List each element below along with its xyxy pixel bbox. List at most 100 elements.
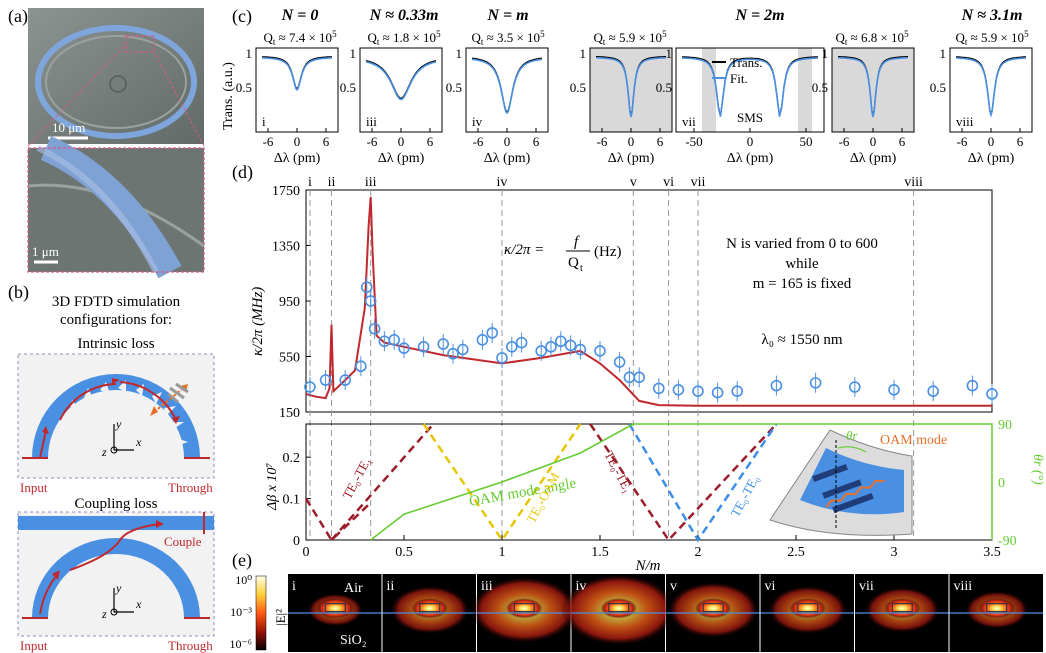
c-shade <box>590 48 672 132</box>
panel-letter-b: (b) <box>8 282 29 303</box>
e-waveguide-outline <box>797 603 819 613</box>
c-xtick-label: -50 <box>685 134 702 149</box>
dl-dbeta-line <box>589 423 778 543</box>
c-ytick-label: 0.5 <box>656 80 672 95</box>
c-q-value: Qt ≈ 1.8 × 105 <box>367 29 441 47</box>
axis-y-label: y <box>115 417 122 431</box>
d-data-point <box>364 295 377 307</box>
d-ytick-label: 150 <box>279 406 300 421</box>
d-data-point <box>535 345 548 357</box>
c-group-title: N = m <box>486 7 528 24</box>
e-field-core <box>789 598 826 619</box>
oam-inset: θr OAM mode <box>769 428 947 536</box>
d-roman-marker: iii <box>365 175 377 190</box>
panel-e-tiles: i ii iii iv v vi vii viii <box>288 573 1043 652</box>
coupling-loss-title: Coupling loss <box>75 496 158 512</box>
e-waveguide-outline <box>608 603 630 613</box>
c-ytick-label: 1 <box>666 46 673 61</box>
d-data-point <box>545 340 557 353</box>
e-tile-label: viii <box>954 579 973 594</box>
scale-label-bottom: 1 μm <box>32 244 59 259</box>
dl-right-tick-label: 0 <box>998 476 1005 491</box>
c-xlabel: Δλ (pm) <box>484 151 531 166</box>
d-ytick-label: 550 <box>279 351 300 366</box>
e-waveguide-outline <box>513 603 535 613</box>
formula-den: Q <box>568 255 579 271</box>
c-xtick-label: 6 <box>323 134 330 149</box>
d-roman-marker: vi <box>663 175 674 190</box>
e-tile-label: iii <box>481 579 493 594</box>
legend-fit-label: Fit. <box>730 71 748 86</box>
panel-e-colorbar: 10⁰ 10⁻³ 10⁻⁶ |E|² <box>229 573 288 651</box>
zoom-box <box>125 35 155 53</box>
d-roman-marker: viii <box>904 175 923 190</box>
c-xtick-label: -6 <box>473 134 484 149</box>
c-xtick-label: 0 <box>294 134 301 149</box>
c-xtick-label: 0 <box>988 134 995 149</box>
c-xtick-label: 50 <box>800 134 813 149</box>
dl-ytick-label: 0 <box>293 534 300 549</box>
c-fit-curve <box>681 57 819 117</box>
through-label-bottom: Through <box>168 638 213 653</box>
c-xtick-label: 6 <box>899 134 906 149</box>
d-data-point <box>360 281 373 293</box>
sio2-label: SiO₂ <box>340 633 367 648</box>
note-line-2: while <box>785 256 819 272</box>
dl-xtick-label: 3 <box>891 545 898 560</box>
d-data-point <box>319 374 332 386</box>
d-data-point <box>456 343 469 356</box>
e-ylabel: |E|² <box>273 609 288 626</box>
axis-y-label-2: y <box>115 581 122 595</box>
c-fit-curve <box>955 57 1027 118</box>
microring-ellipse <box>35 25 197 139</box>
c-shade <box>798 48 812 132</box>
e-waveguide-outline <box>891 603 913 613</box>
c-xtick-label: -6 <box>839 134 850 149</box>
c-ytick-label: 1 <box>580 46 587 61</box>
d-data-point <box>613 356 626 368</box>
d-data-point <box>486 327 499 339</box>
oam-mode-label: OAM mode <box>880 433 947 448</box>
panel-letter-e: (e) <box>232 550 252 571</box>
d-data-point <box>927 385 940 397</box>
d-data-point <box>633 371 646 384</box>
c-xtick-label: 6 <box>427 134 434 149</box>
d-data-point <box>505 340 518 353</box>
formula-unit: (Hz) <box>594 244 621 260</box>
c-xtick-label: 6 <box>1017 134 1024 149</box>
c-xtick-label: 0 <box>747 134 754 149</box>
axis-z-label: z <box>101 445 107 459</box>
d-data-point <box>339 374 352 386</box>
panel-b-heading-2: configurations for: <box>60 312 172 328</box>
panel-letter-c: (c) <box>232 6 252 27</box>
intrinsic-loss-title: Intrinsic loss <box>77 336 154 352</box>
c-group-title: N ≈ 0.33m <box>369 7 439 24</box>
e-tile-label: vii <box>859 579 874 594</box>
dl-right-tick-label: -90 <box>998 534 1017 549</box>
d-data-point <box>770 379 783 392</box>
axis-x-label-2: x <box>135 597 142 611</box>
c-ytick-label: 0.5 <box>446 80 462 95</box>
e-waveguide-outline <box>419 603 441 613</box>
c-roman: i <box>262 114 266 129</box>
d-data-point <box>398 342 410 354</box>
dl-dbeta-line <box>628 423 778 543</box>
dl-dbeta-line <box>422 423 582 543</box>
dl-xtick-label: 0.5 <box>395 545 413 560</box>
d-data-point <box>304 381 316 393</box>
note-line-3: m = 165 is fixed <box>753 276 852 292</box>
e-waveguide-outline <box>324 603 346 613</box>
c-trans-curve <box>471 57 543 113</box>
e-tile-label: iv <box>576 579 587 594</box>
c-roman: iii <box>366 114 377 129</box>
c-q-value: Qt ≈ 7.4 × 105 <box>263 29 337 47</box>
cb-tick-1: 10⁻³ <box>230 605 252 619</box>
c-xlabel: Δλ (pm) <box>727 151 774 166</box>
d-kappa-curve <box>305 196 992 407</box>
e-field-core <box>695 598 732 619</box>
panel-d-lower: 0 0.1 0.2 0 0.5 1 1.5 2 2.5 3 3.5 90 0 -90 <box>283 418 1017 560</box>
d-data-point <box>437 338 450 350</box>
panel-letter-d: (d) <box>232 162 253 183</box>
legend-trans-label: Trans. <box>730 55 762 70</box>
e-field-core <box>978 598 1015 619</box>
